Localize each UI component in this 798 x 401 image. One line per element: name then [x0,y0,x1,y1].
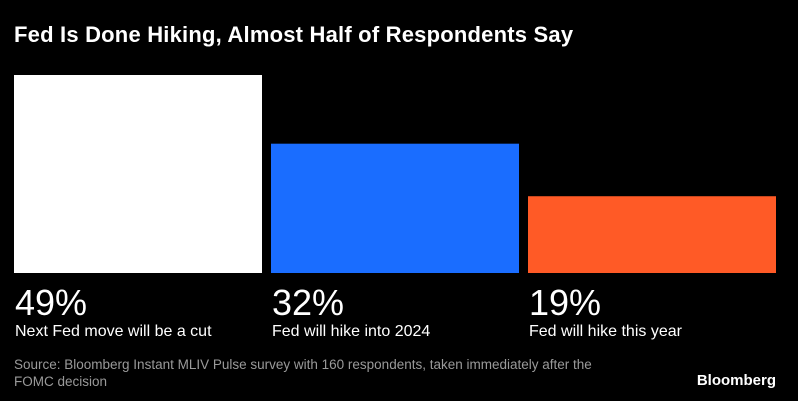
bar-2 [271,143,519,273]
value-label-3: 19% [529,282,601,323]
value-label-1: 49% [15,282,87,323]
bar-1 [14,75,262,273]
category-label-1: Next Fed move will be a cut [15,323,212,340]
category-label-3: Fed will hike this year [529,323,683,340]
category-label-2: Fed will hike into 2024 [272,323,430,340]
value-label-2: 32% [272,282,344,323]
chart-title: Fed Is Done Hiking, Almost Half of Respo… [14,22,574,47]
bloomberg-logo: Bloomberg [696,372,776,389]
source-note: Source: Bloomberg Instant MLIV Pulse sur… [14,357,592,389]
bar-3 [528,196,776,273]
